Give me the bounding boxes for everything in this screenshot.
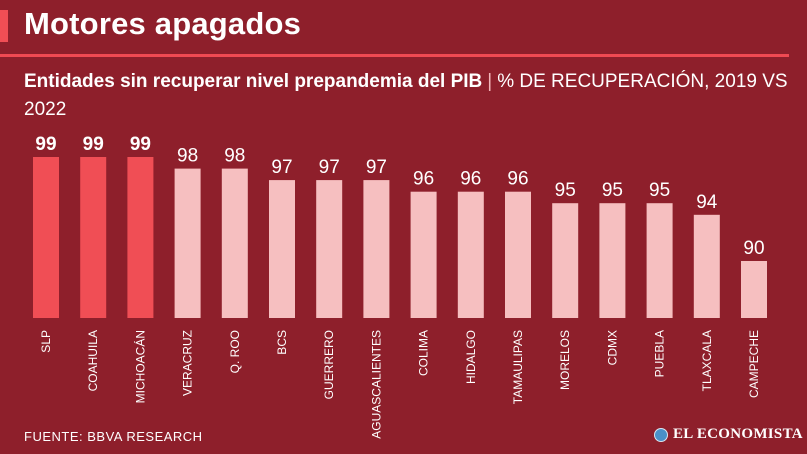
category-label: HIDALGO [464, 330, 478, 384]
value-label: 95 [555, 180, 576, 201]
value-label: 99 [35, 134, 56, 155]
value-label: 97 [271, 157, 292, 178]
bar-colima [410, 191, 437, 318]
chart-subtitle: Entidades sin recuperar nivel prepandemi… [24, 68, 794, 124]
bar-hidalgo [457, 191, 484, 318]
category-label: CDMX [605, 330, 619, 365]
source-note: FUENTE: BBVA RESEARCH [24, 429, 203, 444]
value-label: 95 [602, 180, 623, 201]
bar-morelos [552, 203, 579, 318]
bar-aguascalientes [363, 180, 390, 318]
value-label: 96 [413, 169, 434, 190]
category-label: Q. ROO [228, 330, 242, 373]
category-label: COLIMA [417, 330, 431, 376]
globe-icon [654, 427, 668, 442]
value-label: 99 [83, 134, 104, 155]
value-label: 94 [696, 192, 718, 213]
bar-tlaxcala [693, 214, 720, 318]
category-label: GUERRERO [322, 330, 336, 399]
category-label: TLAXCALA [700, 330, 714, 391]
category-label: AGUASCALIENTES [369, 330, 383, 439]
category-label: MORELOS [558, 330, 572, 390]
publisher-logo: EL ECONOMISTA [654, 426, 803, 443]
value-label: 98 [177, 146, 198, 167]
value-label: 96 [507, 169, 528, 190]
value-label: 95 [649, 180, 670, 201]
bar-coahuila [80, 157, 107, 318]
value-label: 96 [460, 169, 481, 190]
chart-title: Motores apagados [24, 6, 302, 41]
category-label: BCS [275, 330, 289, 355]
bar-guerrero [316, 180, 343, 318]
category-label: VERACRUZ [181, 330, 195, 396]
bar-q-roo [221, 168, 248, 318]
bar-slp [33, 157, 59, 318]
category-label: MICHOACÁN [132, 330, 147, 403]
bar-bcs [269, 180, 295, 318]
bar-cdmx [599, 203, 626, 318]
title-rule [0, 54, 789, 57]
value-label: 99 [130, 134, 151, 155]
category-label: COAHUILA [86, 330, 100, 391]
value-label: 90 [743, 238, 764, 259]
subtitle-unit: % DE RECUPERACIÓN, 2019 VS 2022 [24, 71, 788, 120]
subtitle-separator: | [487, 71, 493, 92]
category-label: CAMPECHE [747, 330, 761, 398]
category-label: TAMAULIPAS [511, 330, 525, 404]
category-label: PUEBLA [653, 330, 667, 377]
value-label: 97 [366, 157, 387, 178]
value-label: 98 [224, 146, 245, 167]
publisher-name: EL ECONOMISTA [673, 426, 803, 442]
category-label: SLP [39, 330, 53, 353]
bar-veracruz [174, 168, 201, 318]
subtitle-main: Entidades sin recuperar nivel prepandemi… [24, 71, 483, 92]
bar-tamaulipas [505, 191, 531, 318]
bar-campeche [741, 261, 767, 318]
bar-michoac-n [127, 157, 154, 318]
title-accent-bar [0, 10, 8, 42]
bar-puebla [646, 203, 673, 318]
value-label: 97 [319, 157, 340, 178]
